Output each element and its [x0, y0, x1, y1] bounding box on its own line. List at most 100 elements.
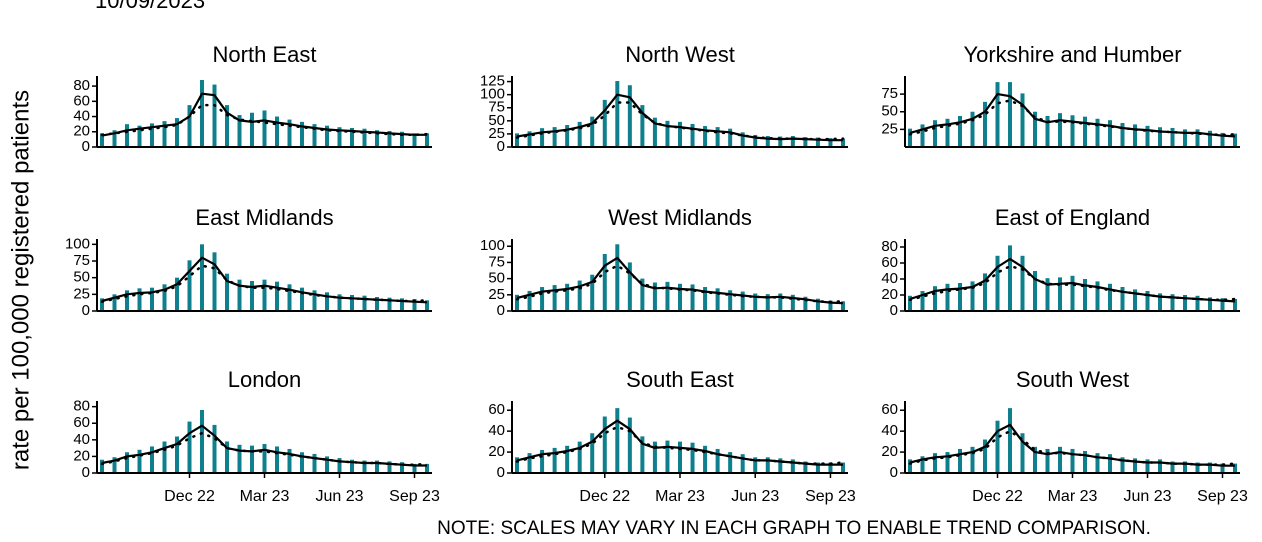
bar: [615, 408, 620, 473]
baseline-line: [100, 264, 429, 303]
bar: [690, 284, 695, 311]
bar: [703, 445, 708, 473]
x-tick-label: Sep 23: [805, 488, 856, 505]
bar: [387, 131, 392, 147]
bar: [362, 128, 367, 147]
y-tick-label: 60: [73, 414, 90, 431]
bar: [212, 424, 217, 473]
bar: [703, 126, 708, 147]
bar: [815, 137, 820, 147]
bar: [137, 288, 142, 311]
bar: [803, 461, 808, 473]
y-tick-label: 40: [881, 270, 898, 287]
panel-title: Yorkshire and Humber: [963, 42, 1181, 67]
note: NOTE: SCALES MAY VARY IN EACH GRAPH TO E…: [437, 518, 1151, 539]
baseline-line: [908, 99, 1237, 137]
bar: [212, 252, 217, 311]
bar: [1195, 129, 1200, 147]
bar: [325, 292, 329, 311]
y-tick-label: 0: [82, 302, 90, 319]
bar: [1220, 463, 1225, 473]
bar: [125, 452, 129, 473]
bar: [412, 463, 417, 473]
bar: [678, 283, 682, 311]
y-tick-label: 0: [497, 464, 505, 481]
bar: [590, 274, 595, 311]
bar: [615, 81, 620, 147]
bar: [958, 448, 962, 473]
bar: [150, 123, 154, 147]
bar: [300, 121, 304, 147]
bar: [970, 281, 975, 311]
bar: [970, 446, 975, 473]
bar: [1195, 462, 1200, 473]
panel-title: South East: [626, 367, 734, 392]
bar: [1133, 124, 1137, 147]
bar: [790, 294, 795, 311]
y-tick-label: 20: [488, 443, 505, 460]
y-tick-label: 75: [881, 85, 898, 102]
bar: [1095, 453, 1100, 473]
bar: [425, 133, 429, 147]
bar: [1095, 118, 1100, 147]
bar: [1020, 93, 1025, 147]
bar: [125, 124, 129, 147]
bar: [262, 279, 267, 311]
panel-title: North West: [625, 42, 735, 67]
bar: [1208, 462, 1212, 473]
y-tick-label: 25: [488, 286, 505, 303]
bar: [945, 118, 950, 147]
bar: [908, 295, 912, 311]
bar: [678, 441, 682, 473]
y-tick-label: 20: [73, 123, 90, 140]
bar: [112, 130, 117, 147]
bar: [1183, 295, 1187, 311]
baseline-line: [908, 429, 1237, 466]
bar: [828, 300, 833, 311]
bar: [753, 134, 758, 147]
y-axis-label: rate per 100,000 registered patients: [7, 90, 34, 470]
bar: [552, 285, 557, 311]
bar: [1133, 458, 1137, 473]
y-tick-label: 60: [881, 254, 898, 271]
bar: [337, 127, 342, 147]
bar: [1058, 113, 1062, 147]
bar: [250, 281, 254, 311]
y-tick-label: 60: [73, 92, 90, 109]
bar: [1058, 277, 1062, 311]
bar: [350, 459, 354, 473]
bar: [815, 298, 820, 311]
bar: [577, 121, 582, 147]
bar: [690, 123, 695, 147]
date-label: 10/09/2023: [95, 0, 205, 13]
bar: [225, 105, 229, 147]
bar: [983, 439, 987, 473]
bar: [337, 458, 342, 473]
y-tick-label: 60: [488, 401, 505, 418]
bar: [112, 457, 117, 473]
bar: [728, 128, 733, 147]
y-tick-label: 40: [881, 422, 898, 439]
bar: [1108, 454, 1112, 473]
x-tick-label: Dec 22: [972, 488, 1023, 505]
bar: [945, 283, 950, 311]
bar: [125, 290, 129, 311]
bar: [200, 244, 204, 311]
bar: [387, 461, 392, 473]
bar: [162, 121, 167, 147]
bar: [1033, 111, 1037, 147]
y-tick-label: 40: [73, 431, 90, 448]
bar: [690, 442, 695, 473]
x-tick-label: Dec 22: [164, 488, 215, 505]
y-tick-label: 0: [82, 464, 90, 481]
bar: [287, 448, 292, 473]
bar: [1145, 125, 1150, 147]
bar: [1108, 120, 1112, 147]
bar: [933, 453, 937, 473]
bar: [728, 290, 733, 311]
bar: [665, 440, 670, 473]
bar: [652, 441, 657, 473]
bar: [225, 273, 229, 311]
y-tick-label: 50: [488, 112, 505, 129]
